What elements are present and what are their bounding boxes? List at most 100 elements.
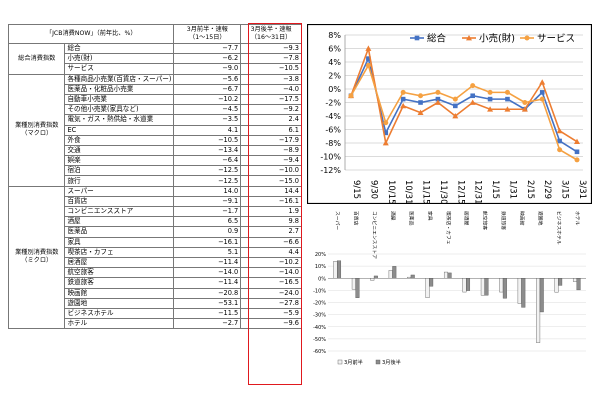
second-half-value: 1.9 <box>240 205 302 218</box>
data-point <box>487 89 493 95</box>
data-point <box>400 89 406 95</box>
second-half-value: −14.0 <box>240 267 302 279</box>
col-header-first-half-line1: 3月前半・速報 <box>186 26 228 33</box>
second-half-value: −4.0 <box>240 83 302 95</box>
row-name: 各種商品小売業(百貨店・スーパー) <box>64 73 175 85</box>
first-half-value: −53.1 <box>173 297 242 309</box>
second-half-value: −27.8 <box>240 297 302 309</box>
data-point <box>435 96 441 102</box>
data-point <box>557 147 563 153</box>
bar <box>370 278 375 281</box>
first-half-value: 4.1 <box>173 124 242 136</box>
data-point <box>365 45 372 51</box>
row-name: 総合 <box>64 42 175 55</box>
second-half-value: −5.9 <box>240 307 302 320</box>
second-half-value: −10.5 <box>240 63 302 75</box>
bar <box>572 278 577 282</box>
x-tick-label: 2/15 <box>525 180 535 199</box>
bar <box>351 278 356 290</box>
bar <box>502 278 507 299</box>
x-tick-label: 2/29 <box>542 180 552 199</box>
table-row: 鉄道旅客 −11.4 −16.5 <box>9 277 302 289</box>
first-half-value: −3.5 <box>173 114 242 126</box>
data-point <box>521 106 528 112</box>
legend-label: 総合 <box>427 33 447 45</box>
data-point <box>574 149 580 155</box>
category-label: スーパー <box>334 211 340 230</box>
first-half-value: −6.2 <box>173 53 242 65</box>
row-name: 医薬品 <box>64 226 175 238</box>
bar <box>517 278 522 304</box>
row-name: 家具 <box>64 236 175 248</box>
category-bar-chart: 20% 10% 0% -10% -20% -30% -40% -50% -60% スーパー 百貨店 コ… <box>313 211 586 366</box>
second-half-value: 4.4 <box>240 246 302 258</box>
legend-label: 小売(財) <box>479 33 515 45</box>
table-row: 業種別消費指数（ミクロ） スーパー 14.0 14.4 <box>7 185 302 330</box>
category-label: 酒屋 <box>390 211 397 221</box>
first-half-value: −9.0 <box>173 63 242 75</box>
row-name: その他小売業(家具など) <box>64 104 175 116</box>
second-half-value: 14.4 <box>240 185 302 197</box>
data-point <box>574 138 580 145</box>
group-label: 業種別消費指数（ミクロ） <box>7 185 66 330</box>
data-point <box>504 89 510 95</box>
first-half-value: −9.1 <box>173 195 242 208</box>
row-name: 百貨店 <box>64 195 175 208</box>
data-point <box>487 106 494 112</box>
legend-swatch <box>375 359 381 365</box>
legend-marker <box>466 35 472 41</box>
data-point <box>557 138 562 144</box>
y-tick-label: -60% <box>313 349 326 355</box>
category-label: 喫茶店・カフェ <box>445 211 452 245</box>
first-half-value: 14.0 <box>173 185 242 197</box>
second-half-value: −9.6 <box>240 318 302 330</box>
data-point <box>504 106 511 112</box>
y-tick-label: -10% <box>313 288 326 294</box>
x-tick-label: 10/15 <box>386 180 396 204</box>
first-half-value: −7.7 <box>173 42 242 55</box>
row-name: 映画館 <box>64 287 175 299</box>
legend-label: サービス <box>537 34 575 45</box>
y-tick-label: -8% <box>325 139 341 148</box>
row-name: スーパー <box>64 185 175 197</box>
x-tick-label: 9/15 <box>351 180 361 199</box>
x-tick-label: 1/31 <box>507 180 517 199</box>
series-line <box>350 45 578 146</box>
first-half-value: −6.4 <box>173 155 242 167</box>
y-tick-label: 0% <box>328 85 341 94</box>
second-half-value: −16.1 <box>240 195 302 208</box>
data-point <box>470 83 476 89</box>
row-name: 交通 <box>64 144 175 157</box>
x-tick-label: 11/30 <box>438 180 448 204</box>
data-point <box>539 90 545 95</box>
first-half-value: −11.4 <box>173 256 242 269</box>
trend-line-chart: 8% 6% 4% 2% 0% -2% -4% -6% -8% -10% -12% 9/15 9/30 10… <box>307 24 592 204</box>
second-half-value: −9.4 <box>240 155 302 167</box>
data-point <box>452 113 459 119</box>
legend-label: 3月後半 <box>382 358 401 366</box>
category-label: ホテル <box>574 211 580 226</box>
bar <box>536 278 541 343</box>
second-half-value: −17.9 <box>240 134 302 146</box>
bar <box>355 278 360 298</box>
second-half-value: −3.8 <box>240 73 302 85</box>
row-name: 小売(財) <box>64 53 175 65</box>
y-tick-label: 4% <box>328 58 341 67</box>
data-point <box>383 120 389 126</box>
series-line <box>350 63 578 161</box>
bar <box>337 260 342 279</box>
bar <box>447 272 452 279</box>
data-point <box>434 99 441 105</box>
first-half-value: −4.5 <box>173 104 242 116</box>
x-tick-label: 9/30 <box>368 180 378 199</box>
category-label: 航空旅客 <box>482 211 489 230</box>
second-half-value: −9.3 <box>240 42 302 55</box>
first-half-value: −5.6 <box>173 73 242 85</box>
data-point <box>539 79 546 85</box>
first-half-value: −1.7 <box>173 205 242 218</box>
y-tick-label: -2% <box>325 98 341 107</box>
first-half-value: −11.4 <box>173 277 242 289</box>
x-tick-label: 10/31 <box>403 180 413 204</box>
row-name: 喫茶店・カフェ <box>64 246 175 258</box>
y-tick-label: -4% <box>325 112 341 121</box>
